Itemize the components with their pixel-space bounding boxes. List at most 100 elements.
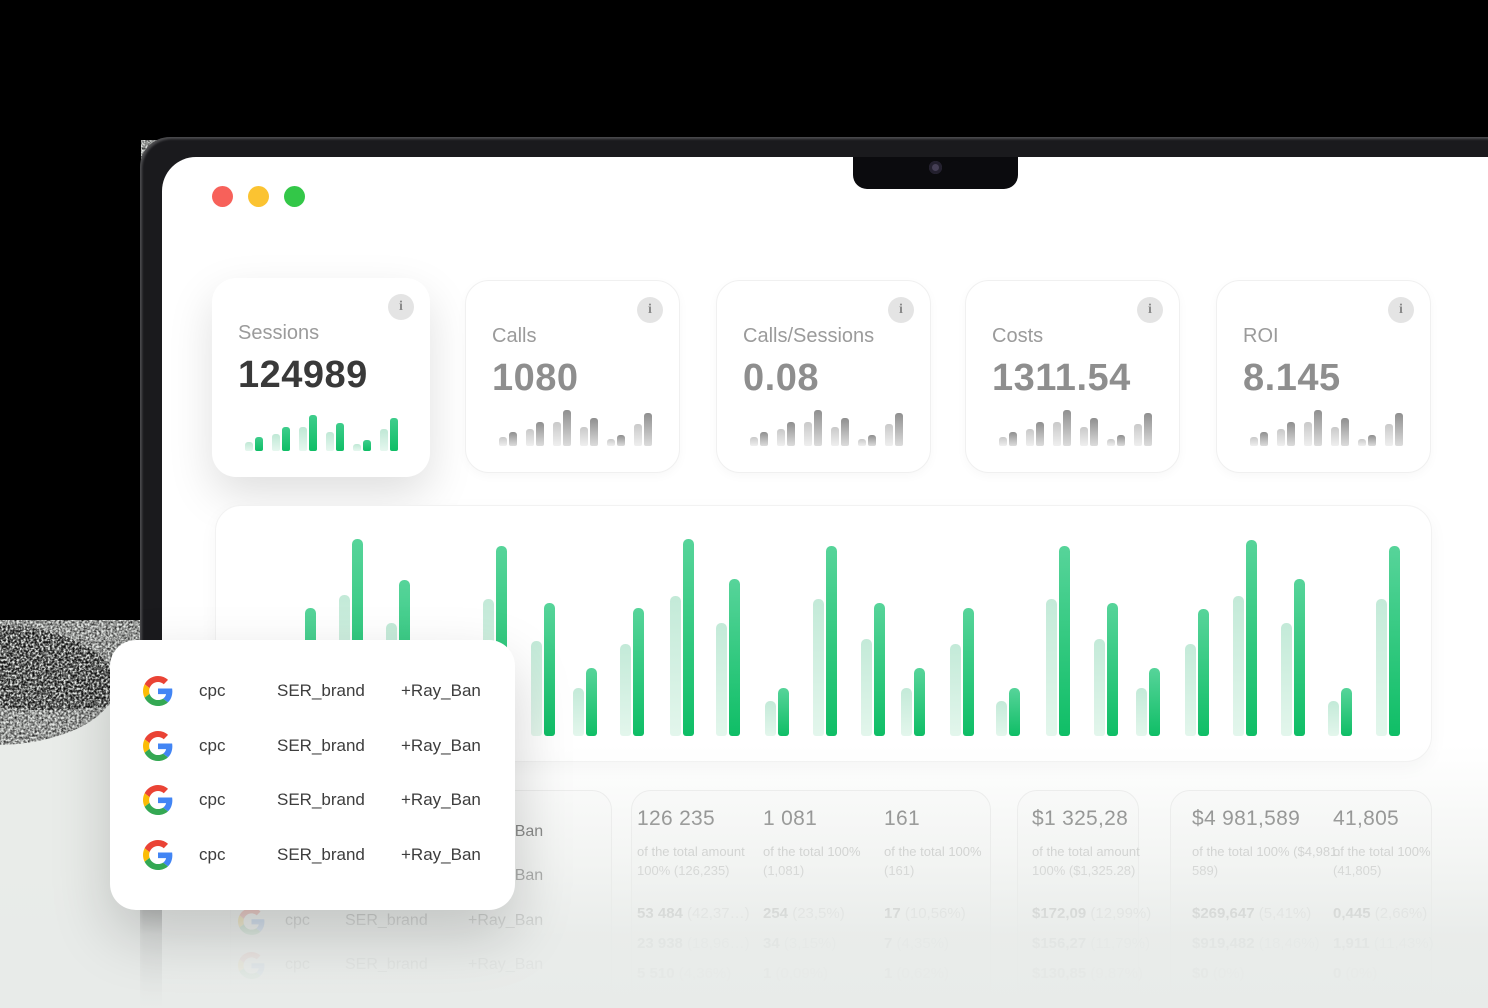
chart-bar-light	[1185, 644, 1196, 736]
info-icon[interactable]: i	[1388, 297, 1414, 323]
google-icon	[143, 731, 173, 761]
chart-bar-dark	[1246, 540, 1257, 736]
close-button[interactable]	[212, 186, 233, 207]
mini-bar	[1385, 424, 1393, 446]
page-background-left	[0, 0, 141, 620]
chart-bar-dark	[633, 608, 644, 736]
keywords-popout-row[interactable]: cpc SER_brand +Ray_Ban	[110, 782, 515, 822]
kpi-mini-chart	[1250, 406, 1412, 446]
keywords-popout-row[interactable]: cpc SER_brand +Ray_Ban	[110, 837, 515, 877]
stat-share: (4,36%)	[678, 965, 732, 982]
chart-bar-dark	[1341, 688, 1352, 736]
stat-share: (2,66%)	[1374, 905, 1428, 922]
chart-bar-dark	[544, 603, 555, 736]
stat-value: 5 510	[637, 965, 679, 982]
kpi-card-calls-sessions[interactable]: i Calls/Sessions 0.08	[716, 280, 931, 473]
mini-bar	[1340, 418, 1349, 446]
stat-value: 0	[1333, 965, 1346, 982]
stat-caption: of the total amount 100% ($1,325.28)	[1032, 844, 1140, 878]
mini-bar	[526, 429, 534, 446]
chart-bar-dark	[1149, 668, 1160, 736]
mini-bar	[1277, 429, 1285, 446]
keywords-table-row[interactable]: cpc SER_brand +Ray_Ban	[238, 908, 548, 936]
mini-bar	[1062, 410, 1071, 446]
stat-row: $172,09 (12,99%)	[1032, 905, 1202, 922]
camera-icon	[929, 161, 942, 174]
mini-bar	[1089, 418, 1098, 446]
info-icon[interactable]: i	[637, 297, 663, 323]
mini-bar	[1394, 413, 1403, 446]
kpi-label: Calls/Sessions	[743, 325, 875, 347]
kpi-mini-chart	[999, 406, 1161, 446]
chart-bar-dark	[778, 688, 789, 736]
chart-bar-dark	[683, 539, 694, 736]
chart-bar-light	[573, 688, 584, 736]
keyword-campaign: SER_brand	[277, 736, 365, 755]
zoom-button[interactable]	[284, 186, 305, 207]
minimize-button[interactable]	[248, 186, 269, 207]
info-icon[interactable]: i	[1137, 297, 1163, 323]
stat-value: $172,09	[1032, 905, 1091, 922]
keywords-table-row[interactable]: cpc SER_brand +Ray_Ban	[238, 952, 548, 980]
mini-bar	[777, 429, 785, 446]
keyword-text: +Ray_Ban	[468, 912, 544, 929]
info-icon[interactable]: i	[888, 297, 914, 323]
mini-bar	[362, 440, 371, 451]
chart-bar-light	[716, 623, 727, 736]
chart-bar-light	[901, 688, 912, 736]
stat-row: $156,27 (11,79%)	[1032, 935, 1202, 952]
stat-share: (11,79%)	[1090, 935, 1151, 952]
kpi-card-roi[interactable]: i ROI 8.145	[1216, 280, 1431, 473]
keywords-popout-row[interactable]: cpc SER_brand +Ray_Ban	[110, 728, 515, 768]
keywords-popout-row[interactable]: cpc SER_brand +Ray_Ban	[110, 673, 515, 713]
stat-row: 0 (0%)	[1333, 965, 1488, 982]
info-icon[interactable]: i	[388, 294, 414, 320]
stat-value: 254	[763, 905, 793, 922]
chart-bar-light	[531, 641, 542, 736]
stat-column: 161 of the total 100% (161) 17 (10,56%) 7…	[884, 807, 1034, 982]
keyword-type: cpc	[199, 736, 226, 755]
stat-share: (18,46%)	[1258, 935, 1320, 952]
chart-bar-light	[1281, 623, 1292, 736]
chart-bar-light	[1376, 599, 1387, 736]
kpi-card-costs[interactable]: i Costs 1311.54	[965, 280, 1180, 473]
stat-share: (10,56%)	[904, 905, 966, 922]
chart-bar-light	[1328, 701, 1339, 736]
keyword-campaign: SER_brand	[277, 845, 365, 864]
stat-caption: of the total 100% (41,805)	[1333, 844, 1431, 878]
keyword-type: cpc	[285, 912, 310, 929]
keyword-text: +Ray_Ban	[401, 845, 481, 864]
chart-bar-dark	[1009, 688, 1020, 736]
stat-value: $269,647	[1192, 905, 1259, 922]
stat-value: 53 484	[637, 905, 688, 922]
camera-notch	[853, 157, 1018, 189]
mini-bar	[759, 432, 768, 446]
google-icon	[238, 952, 265, 979]
mini-bar	[272, 434, 280, 451]
mini-bar	[1286, 422, 1295, 446]
stat-share: (0,09%)	[775, 965, 829, 982]
chart-bar-dark	[826, 546, 837, 736]
stat-value: 34	[763, 935, 784, 952]
stat-header: 161	[884, 807, 920, 830]
kpi-card-calls[interactable]: i Calls 1080	[465, 280, 680, 473]
stat-caption: of the total 100% (161)	[884, 844, 982, 878]
mini-bar	[999, 437, 1007, 446]
stat-share: (0,62%)	[896, 965, 950, 982]
mini-bar	[499, 437, 507, 446]
stat-header: 41,805	[1333, 807, 1400, 830]
kpi-value: 1080	[492, 357, 579, 399]
chart-bar-dark	[1198, 609, 1209, 736]
mini-bar	[389, 418, 398, 451]
chart-bar-light	[1046, 599, 1057, 736]
keyword-text: +Ray_Ban	[468, 956, 544, 973]
chart-bar-light	[950, 644, 961, 736]
mini-bar	[589, 418, 598, 446]
kpi-card-sessions[interactable]: i Sessions 124989	[212, 278, 430, 477]
mini-bar	[634, 424, 642, 446]
stat-column: 41,805 of the total 100% (41,805) 0,445 …	[1333, 807, 1483, 982]
mini-bar	[353, 444, 361, 451]
mini-bar	[1259, 432, 1268, 446]
mini-bar	[1107, 439, 1115, 446]
mini-bar	[1080, 427, 1088, 446]
